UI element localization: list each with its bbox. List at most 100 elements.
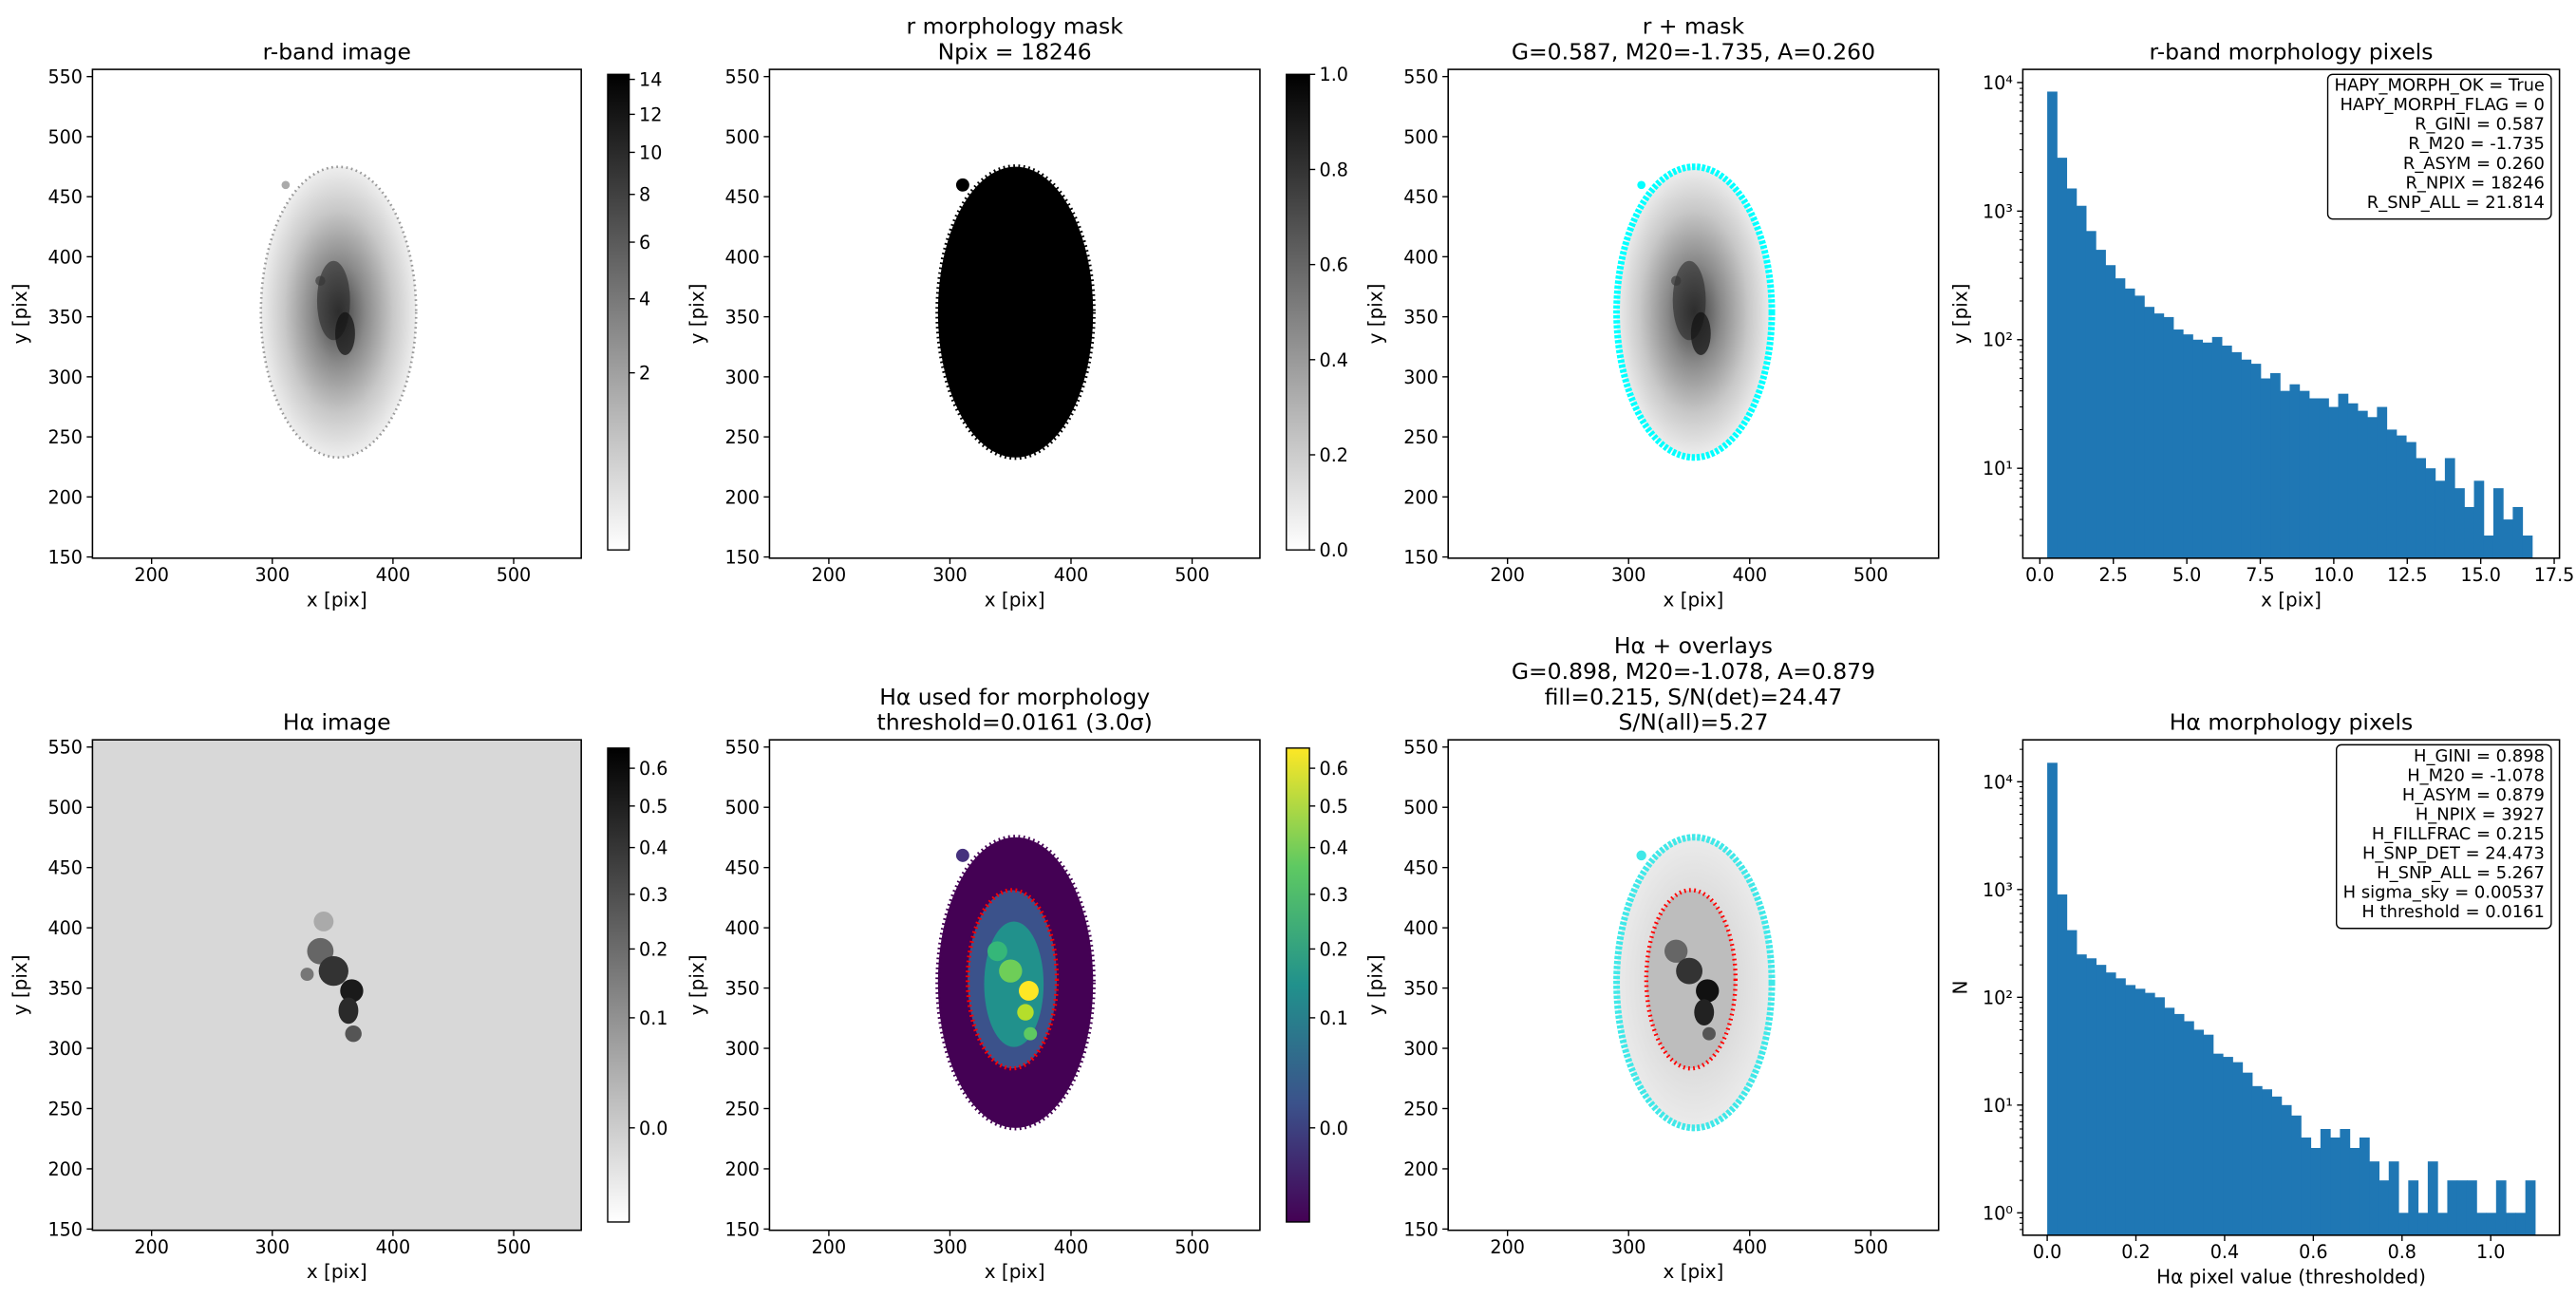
y-tick-label: 450	[1403, 857, 1438, 879]
bar	[2416, 458, 2426, 558]
bar	[2464, 506, 2475, 558]
bar	[2291, 1115, 2302, 1235]
colorbar-tick-label: 0.2	[639, 938, 668, 960]
x-tick-label: 300	[1611, 564, 1646, 586]
x-tick-label: 300	[255, 1236, 291, 1258]
y-tick-label: 400	[1403, 917, 1438, 939]
bar	[2320, 1128, 2331, 1235]
panel: 200 300 400 500 150 200 250 300 350 400 450 500 550 x…	[686, 684, 1348, 1283]
bar	[2144, 992, 2155, 1235]
bar	[2473, 480, 2485, 558]
image-feature	[1676, 957, 1703, 985]
x-axis-label: x [pix]	[1664, 1260, 1724, 1283]
panel: 200 300 400 500 150 200 250 300 350 400 450 500 550 x…	[9, 709, 668, 1283]
colorbar	[607, 73, 630, 551]
x-tick-label: 200	[1490, 564, 1525, 586]
colorbar-tick-label: 0.0	[1320, 1118, 1348, 1139]
y-tick-label: 500	[724, 126, 760, 148]
image-feature	[318, 955, 348, 987]
image-feature	[1702, 1026, 1716, 1041]
bar	[2386, 429, 2397, 558]
annotation-text: H_SNP_ALL = 5.267	[2377, 863, 2545, 883]
colorbar-tick-label: 0.0	[639, 1118, 668, 1139]
plot-area	[259, 165, 418, 460]
bar	[2105, 265, 2116, 558]
chart-title: r-band morphology pixels	[2149, 39, 2433, 66]
x-tick-label: 500	[1853, 564, 1889, 586]
colorbar-tick-label: 0.1	[639, 1007, 668, 1029]
y-tick-label: 550	[47, 737, 83, 759]
image-feature	[1024, 1026, 1038, 1041]
bar	[2211, 336, 2223, 558]
image-feature	[335, 311, 355, 355]
image-content	[935, 835, 1096, 1131]
colorbar-tick-label: 4	[639, 289, 650, 310]
bar	[2183, 1021, 2194, 1235]
bar	[2425, 468, 2436, 558]
bar	[2212, 1053, 2224, 1235]
bar	[2066, 930, 2078, 1235]
bar	[2359, 1137, 2370, 1235]
y-tick-label: 150	[47, 547, 83, 569]
image-feature	[987, 941, 1007, 962]
y-tick-label: 10⁴	[1983, 771, 2013, 793]
x-tick-label: 10.0	[2314, 564, 2355, 586]
bar	[2262, 1089, 2272, 1235]
y-tick-label: 250	[47, 1098, 83, 1119]
colorbar-tick-label: 0.2	[1320, 444, 1348, 466]
image-feature	[1670, 275, 1682, 286]
image-content	[1613, 163, 1776, 461]
bar	[2377, 406, 2388, 558]
y-axis-label: y [pix]	[686, 284, 708, 345]
chart-title: Npix = 18246	[938, 39, 1092, 66]
y-tick-label: 200	[724, 1158, 760, 1180]
bar	[2406, 442, 2416, 558]
chart-title: S/N(all)=5.27	[1618, 709, 1768, 736]
bar	[2250, 364, 2262, 558]
bar	[2486, 1213, 2497, 1235]
x-tick-label: 500	[1175, 564, 1210, 586]
bar	[2231, 351, 2242, 558]
x-tick-label: 0.4	[2210, 1241, 2239, 1263]
chart-title: Hα morphology pixels	[2170, 709, 2413, 736]
annotation-text: H_M20 = -1.078	[2407, 765, 2545, 785]
bar	[2270, 372, 2281, 558]
x-tick-label: 200	[812, 564, 847, 586]
bar	[2183, 334, 2193, 558]
y-tick-label: 450	[47, 857, 83, 879]
bar	[2515, 1213, 2527, 1235]
image-feature	[1019, 981, 1039, 1001]
y-tick-label: 250	[1403, 426, 1438, 448]
bar	[2232, 1062, 2244, 1235]
annotation-box	[2336, 743, 2552, 930]
plot-area	[2047, 762, 2536, 1235]
annotation-text: H_ASYM = 0.879	[2402, 785, 2545, 805]
y-axis-label: y [pix]	[1364, 284, 1387, 345]
x-tick-label: 400	[1732, 564, 1767, 586]
x-axis-label: x [pix]	[985, 1260, 1045, 1283]
bar	[2349, 1147, 2360, 1235]
y-tick-label: 10⁴	[1983, 72, 2013, 94]
plot-area	[1613, 163, 1776, 461]
y-tick-label: 10¹	[1983, 1095, 2013, 1117]
bar	[2047, 762, 2058, 1235]
panel: 200 300 400 500 150 200 250 300 350 400 450 500 550 x…	[1364, 632, 1940, 1283]
bar	[2330, 1137, 2341, 1235]
y-tick-label: 300	[1403, 367, 1438, 388]
colorbar-tick-label: 0.5	[639, 796, 668, 818]
annotation-text: R_ASYM = 0.260	[2403, 154, 2545, 174]
y-tick-label: 450	[724, 857, 760, 879]
colorbar	[607, 747, 630, 1223]
image-feature	[281, 180, 291, 190]
y-tick-label: 350	[47, 978, 83, 1000]
chart-title: G=0.898, M20=-1.078, A=0.879	[1512, 658, 1875, 685]
chart-title: Hα image	[283, 709, 391, 736]
axes-frame	[91, 68, 582, 559]
bar	[2369, 1161, 2380, 1235]
image-feature	[1694, 999, 1715, 1026]
annotation-text: HAPY_MORPH_OK = True	[2334, 76, 2544, 96]
x-tick-label: 300	[932, 1236, 968, 1258]
y-axis-label: y [pix]	[1948, 284, 1971, 345]
image-feature	[345, 1025, 362, 1043]
annotation-text: R_NPIX = 18246	[2405, 173, 2545, 193]
